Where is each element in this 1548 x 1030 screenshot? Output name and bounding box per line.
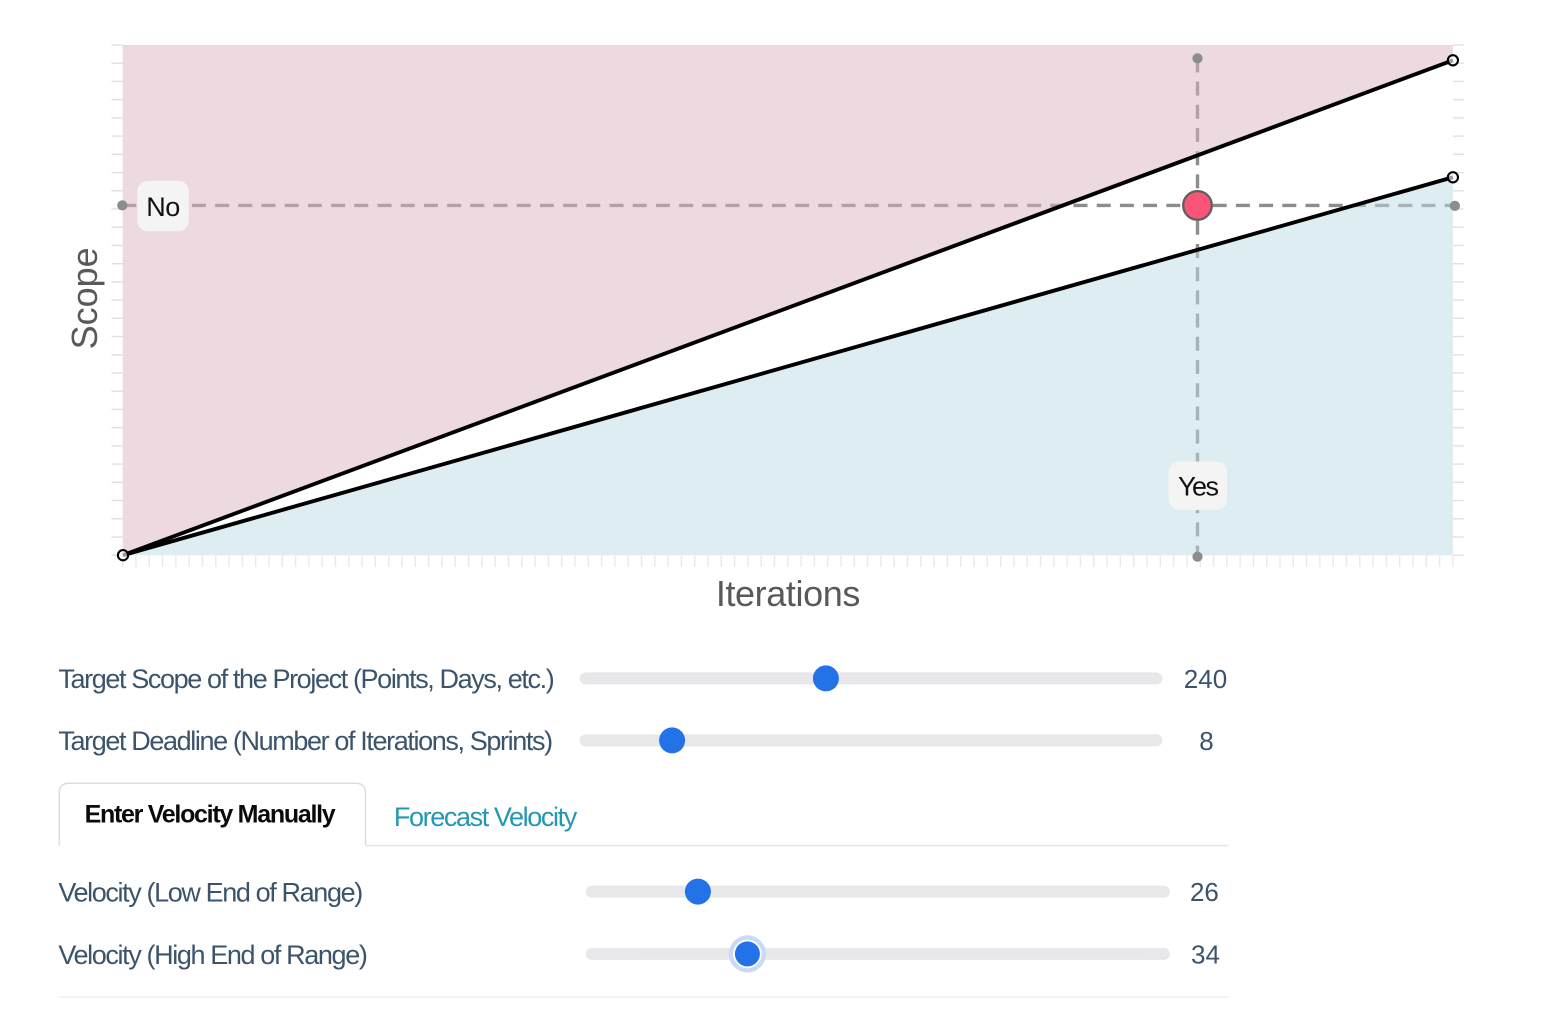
svg-text:No: No — [146, 192, 180, 222]
svg-text:Target Deadline (Number of Ite: Target Deadline (Number of Iterations, S… — [58, 726, 552, 756]
svg-text:26: 26 — [1190, 877, 1219, 907]
svg-text:Velocity (High End of Range): Velocity (High End of Range) — [58, 940, 366, 970]
svg-text:Yes: Yes — [1178, 472, 1219, 502]
svg-text:Scope: Scope — [64, 247, 105, 349]
svg-text:240: 240 — [1184, 664, 1227, 694]
svg-text:8: 8 — [1199, 726, 1213, 756]
svg-text:Enter Velocity Manually: Enter Velocity Manually — [85, 801, 336, 829]
svg-text:34: 34 — [1191, 939, 1220, 969]
svg-text:Velocity (Low End of Range): Velocity (Low End of Range) — [58, 877, 362, 907]
svg-text:Target Scope of the Project (P: Target Scope of the Project (Points, Day… — [58, 664, 553, 694]
svg-text:Iterations: Iterations — [716, 573, 860, 614]
svg-text:Forecast Velocity: Forecast Velocity — [394, 802, 578, 832]
